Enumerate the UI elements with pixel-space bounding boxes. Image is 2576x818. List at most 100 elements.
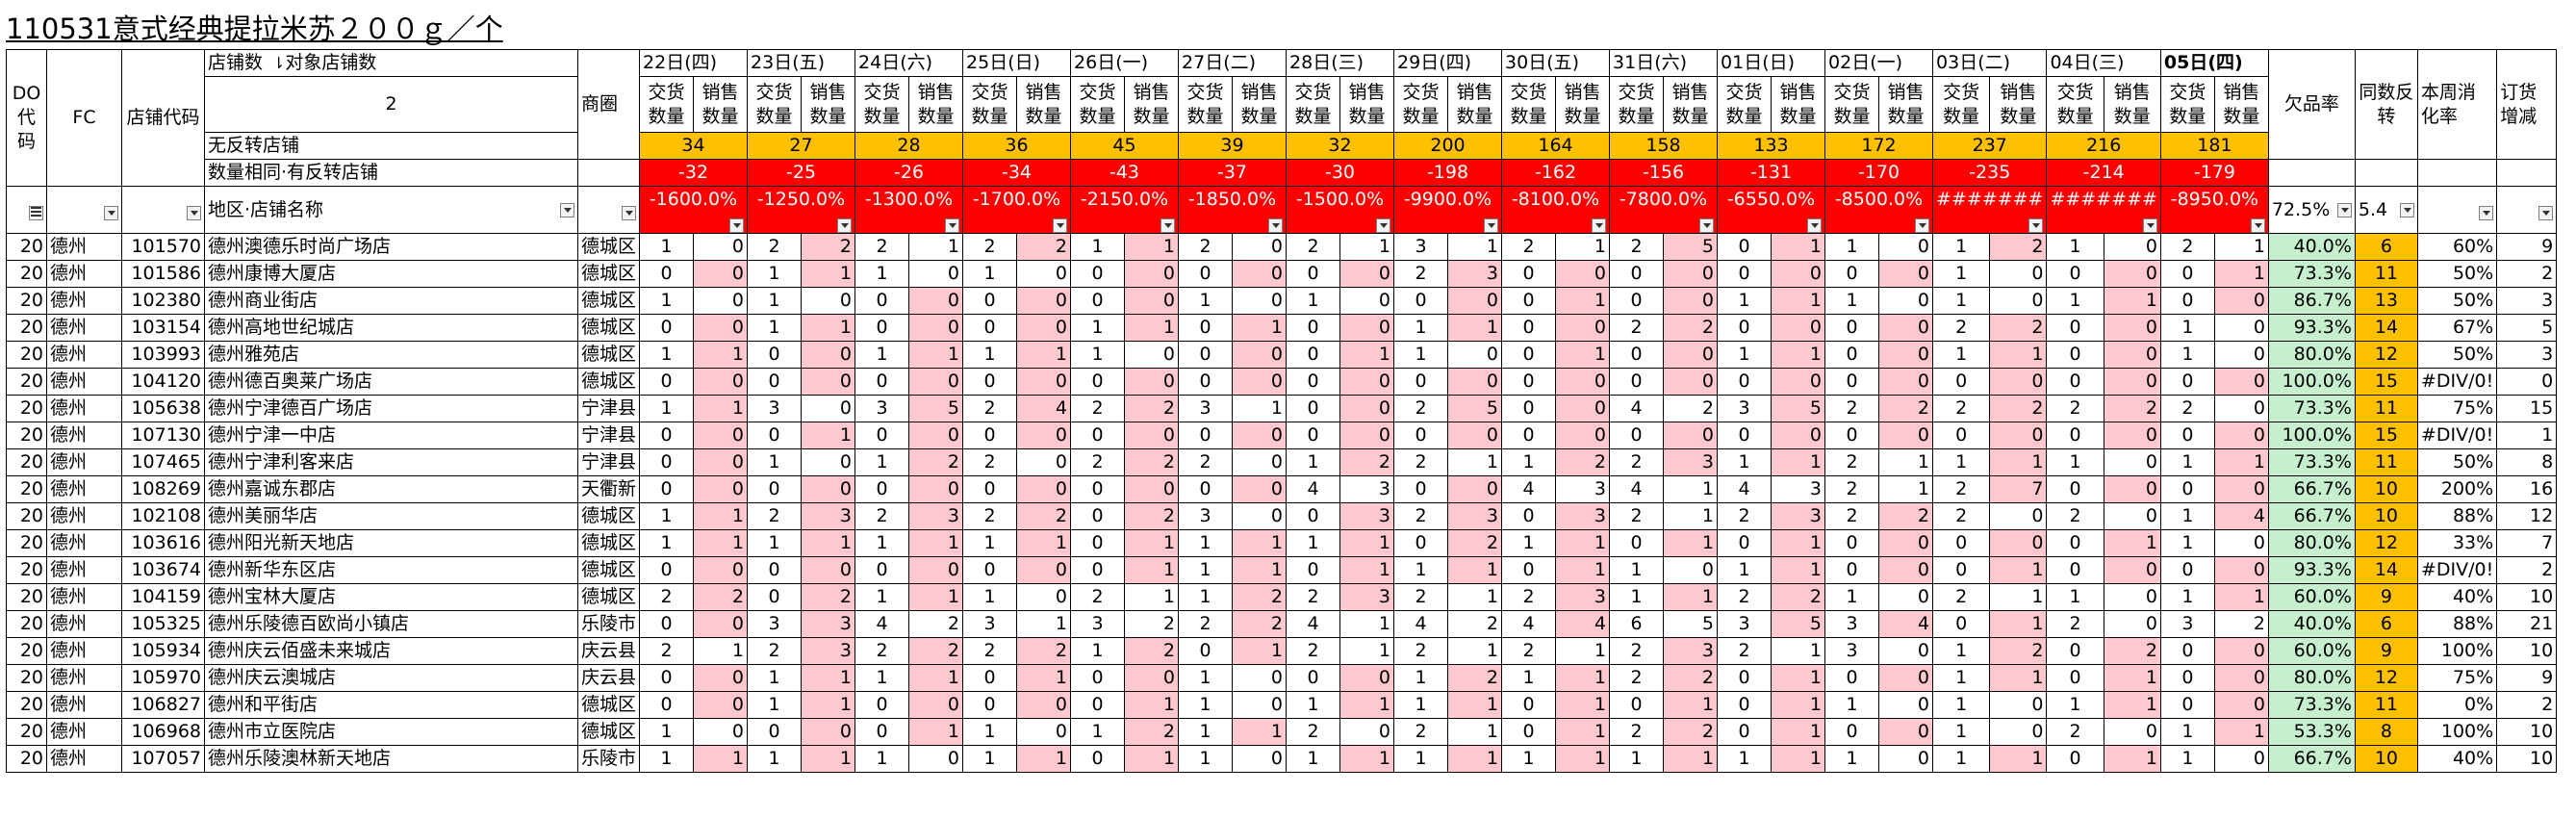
cell-fc: 德州 — [46, 260, 122, 288]
cell-do: 20 — [6, 745, 47, 773]
total-rate[interactable]: -9900.0% — [1393, 186, 1503, 234]
filter-dropdown-icon[interactable] — [1160, 218, 1176, 233]
cell-delivery: 1 — [1932, 691, 1991, 719]
cell-sales: 2 — [1663, 718, 1719, 746]
cell-delivery: 1 — [639, 745, 695, 773]
filter-dropdown-icon[interactable] — [1484, 218, 1499, 233]
cell-district: 德城区 — [576, 556, 641, 584]
total-rate[interactable]: ####### — [2046, 186, 2161, 234]
filter-dropdown-icon[interactable] — [2028, 218, 2044, 233]
cell-sales: 1 — [2103, 287, 2161, 315]
table-row: 20 德州 102108 德州美丽华店 德城区 1 1 2 3 2 3 2 2 0 2 3 0 0 3 2 3 0 3 2 1 2… — [6, 502, 2558, 530]
cell-delivery: 3 — [1393, 233, 1449, 261]
filter-weekly-rate[interactable] — [2416, 186, 2498, 234]
cell-delivery: 0 — [747, 556, 803, 584]
total-rate-value: -8500.0% — [1834, 189, 1924, 210]
filter-fc[interactable] — [46, 186, 122, 234]
delivery-qty-header: 交货数量 — [639, 76, 695, 133]
filter-dropdown-icon[interactable] — [1268, 218, 1284, 233]
cell-sales: 3 — [1663, 448, 1719, 476]
cell-sales: 2 — [801, 583, 856, 611]
cell-delivery: 2 — [1824, 475, 1880, 503]
filter-dropdown-icon[interactable] — [1699, 218, 1715, 233]
cell-delivery: 1 — [1178, 745, 1234, 773]
filter-dropdown-icon[interactable] — [1376, 218, 1391, 233]
total-rate[interactable]: -8950.0% — [2159, 186, 2269, 234]
cell-sales: 0 — [1555, 314, 1611, 342]
cell-sales: 0 — [1989, 422, 2048, 449]
same-qty-reversal-count: -198 — [1393, 159, 1503, 187]
cell-delivery: 1 — [854, 341, 910, 369]
filter-do-code[interactable] — [6, 186, 47, 234]
cell-store-name: 德州宁津一中店 — [204, 422, 578, 449]
cell-sales: 0 — [1878, 368, 1934, 396]
total-rate[interactable]: -7800.0% — [1609, 186, 1719, 234]
filter-dropdown-icon[interactable] — [2399, 202, 2414, 217]
same-qty-reversal-count: -156 — [1609, 159, 1719, 187]
cell-delivery: 1 — [747, 260, 803, 288]
sales-qty-header: 销售数量 — [1771, 76, 1826, 133]
cell-order-change: 5 — [2496, 314, 2558, 342]
cell-delivery: 0 — [2046, 260, 2104, 288]
cell-delivery: 0 — [962, 556, 1018, 584]
cell-do: 20 — [6, 637, 47, 665]
blank-cell — [2354, 159, 2418, 187]
cell-delivery: 1 — [1717, 287, 1773, 315]
filter-dropdown-icon[interactable] — [104, 205, 118, 220]
cell-sales: 1 — [1016, 745, 1072, 773]
cell-delivery: 0 — [1286, 368, 1341, 396]
total-rate[interactable]: ####### — [1932, 186, 2048, 234]
filter-dropdown-icon[interactable] — [2250, 218, 2265, 233]
filter-dropdown-icon[interactable] — [2479, 205, 2494, 220]
filter-missing-rate[interactable]: 72.5% — [2267, 186, 2356, 234]
cell-delivery: 2 — [2046, 718, 2104, 746]
cell-delivery: 3 — [962, 610, 1018, 638]
filter-dropdown-icon[interactable] — [622, 205, 637, 220]
total-rate[interactable]: -1600.0% — [639, 186, 749, 234]
filter-dropdown-icon[interactable] — [1053, 218, 1068, 233]
filter-dropdown-icon[interactable] — [945, 218, 960, 233]
filter-dropdown-icon[interactable] — [729, 218, 745, 233]
filter-dropdown-icon[interactable] — [2142, 218, 2157, 233]
total-rate[interactable]: -1850.0% — [1178, 186, 1288, 234]
cell-sales: 0 — [1663, 556, 1719, 584]
table-row: 20 德州 103993 德州雅苑店 德城区 1 1 0 0 1 1 1 1 1 0 0 0 0 1 1 0 0 1 0 0 1 1… — [6, 341, 2558, 369]
filter-store-code[interactable] — [121, 186, 205, 234]
date-header: 03日(二) — [1932, 49, 2048, 77]
filter-dropdown-icon[interactable] — [1915, 218, 1930, 233]
cell-sales: 0 — [1447, 422, 1503, 449]
filter-order-change[interactable] — [2496, 186, 2558, 234]
filter-dropdown-icon[interactable] — [2336, 202, 2352, 217]
cell-same-reversal: 10 — [2354, 502, 2418, 530]
cell-sales: 0 — [1016, 314, 1072, 342]
same-qty-reversal-count: -162 — [1501, 159, 1611, 187]
cell-sales: 1 — [801, 691, 856, 719]
total-rate[interactable]: -1700.0% — [962, 186, 1072, 234]
cell-sales: 1 — [1124, 691, 1180, 719]
cell-sales: 3 — [1555, 583, 1611, 611]
total-rate[interactable]: -6550.0% — [1717, 186, 1826, 234]
total-rate[interactable]: -1500.0% — [1286, 186, 1395, 234]
total-rate[interactable]: -2150.0% — [1070, 186, 1180, 234]
cell-sales: 1 — [1232, 718, 1288, 746]
filter-district[interactable] — [576, 186, 641, 234]
cell-same-reversal: 10 — [2354, 475, 2418, 503]
filter-dropdown-icon[interactable] — [187, 205, 201, 220]
cell-delivery: 0 — [1070, 422, 1126, 449]
filter-same-reversal[interactable]: 5.4 — [2354, 186, 2418, 234]
filter-dropdown-icon[interactable] — [837, 218, 853, 233]
filter-dropdown-icon[interactable] — [2538, 205, 2554, 220]
filter-dropdown-icon[interactable] — [560, 202, 574, 217]
filter-dropdown-icon[interactable] — [1592, 218, 1607, 233]
cell-sales: 1 — [1016, 610, 1072, 638]
total-rate[interactable]: -1300.0% — [854, 186, 964, 234]
cell-sales: 1 — [1124, 529, 1180, 557]
filter-dropdown-icon[interactable] — [1807, 218, 1823, 233]
cell-sales: 1 — [1232, 556, 1288, 584]
total-rate[interactable]: -1250.0% — [747, 186, 856, 234]
total-rate[interactable]: -8500.0% — [1824, 186, 1934, 234]
filter-region-store[interactable]: 地区·店铺名称 — [204, 186, 578, 234]
filter-active-icon[interactable] — [29, 205, 43, 220]
total-rate[interactable]: -8100.0% — [1501, 186, 1611, 234]
cell-missing-rate: 73.3% — [2267, 260, 2356, 288]
